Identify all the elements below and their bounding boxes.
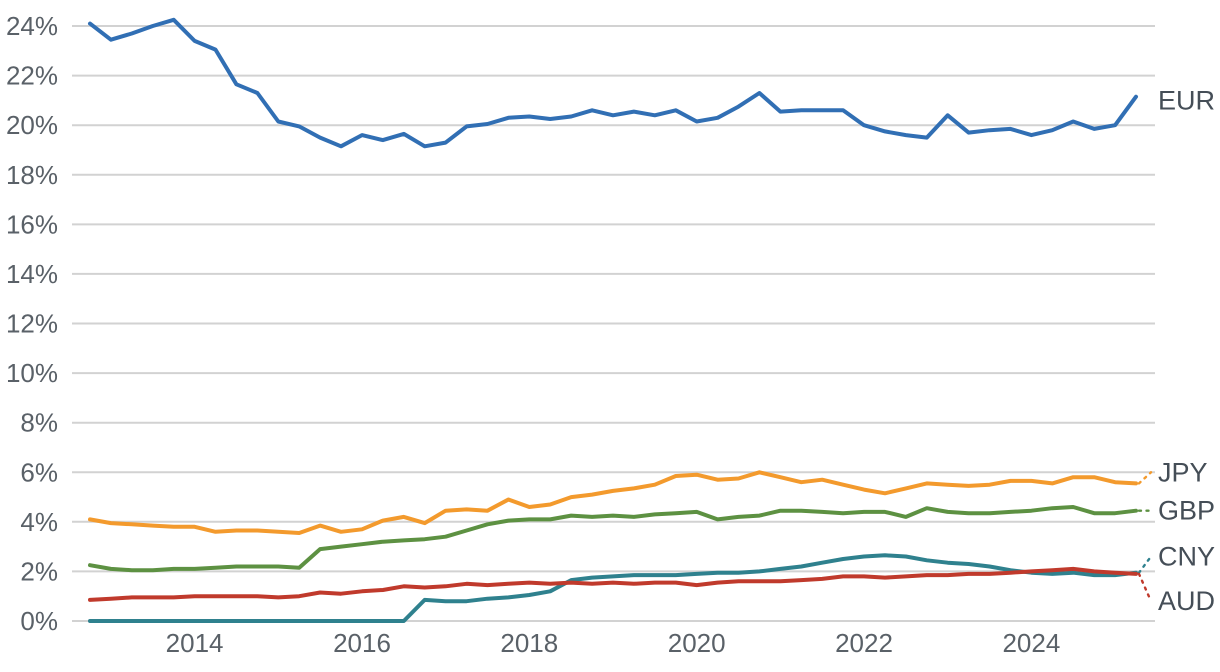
y-tick-label: 12% [6, 309, 58, 339]
y-tick-label: 10% [6, 358, 58, 388]
leader-line-aud [1137, 572, 1153, 603]
x-tick-label: 2024 [1002, 628, 1060, 658]
leader-line-jpy [1137, 471, 1153, 485]
y-tick-label: 8% [20, 408, 58, 438]
leader-line-cny [1137, 555, 1153, 574]
y-tick-label: 4% [20, 507, 58, 537]
y-tick-label: 0% [20, 606, 58, 636]
series-line-eur [88, 17, 1138, 149]
y-tick-label: 6% [20, 457, 58, 487]
x-tick-label: 2022 [835, 628, 893, 658]
series-label-jpy: JPY [1158, 457, 1208, 487]
y-tick-label: 14% [6, 259, 58, 289]
y-tick-label: 20% [6, 110, 58, 140]
y-tick-label: 16% [6, 209, 58, 239]
x-tick-label: 2014 [166, 628, 224, 658]
y-tick-label: 24% [6, 11, 58, 41]
x-tick-label: 2020 [668, 628, 726, 658]
series-line-jpy [88, 470, 1138, 535]
series-line-gbp [88, 505, 1138, 573]
x-tick-label: 2016 [333, 628, 391, 658]
series-label-gbp: GBP [1158, 496, 1215, 526]
x-tick-label: 2018 [500, 628, 558, 658]
series-label-aud: AUD [1158, 586, 1215, 616]
series-line-aud [88, 566, 1138, 602]
y-tick-label: 18% [6, 160, 58, 190]
series-line-cny [88, 553, 1138, 623]
y-tick-label: 22% [6, 61, 58, 91]
series-label-cny: CNY [1158, 542, 1215, 572]
y-tick-label: 2% [20, 556, 58, 586]
series-label-eur: EUR [1158, 85, 1215, 115]
